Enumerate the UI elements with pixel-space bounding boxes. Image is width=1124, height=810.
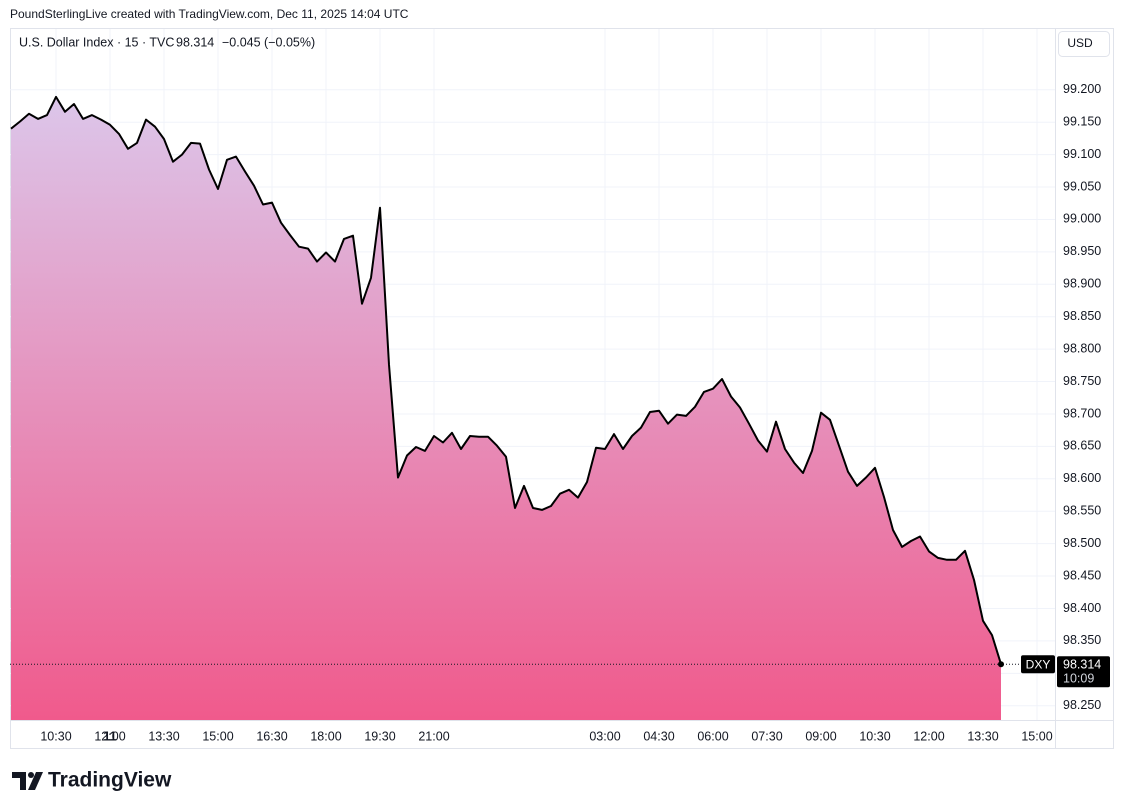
chart-frame <box>10 28 1114 749</box>
currency-button[interactable] <box>1058 31 1110 57</box>
x-tick-label: 21:00 <box>418 729 449 743</box>
y-tick-label: 98.800 <box>1063 341 1101 355</box>
y-tick-label: 98.750 <box>1063 374 1101 388</box>
y-tick-label: 99.100 <box>1063 147 1101 161</box>
x-tick-label: 12:00 <box>913 729 944 743</box>
logo-dot <box>28 772 34 778</box>
brand: TradingView <box>48 769 172 792</box>
y-tick-label: 98.950 <box>1063 244 1101 258</box>
y-tick-label: 98.900 <box>1063 277 1101 291</box>
area-fill <box>11 96 1001 720</box>
credit: PoundSterlingLive created with TradingVi… <box>10 7 409 21</box>
x-tick-label: 06:00 <box>697 729 728 743</box>
x-tick-label: 15:00 <box>1021 729 1052 743</box>
countdown: 10:09 <box>1063 672 1094 686</box>
plot <box>10 95 1055 720</box>
y-tick-label: 98.450 <box>1063 568 1101 582</box>
x-tick-label: 03:00 <box>589 729 620 743</box>
x-tick-label: 15:00 <box>202 729 233 743</box>
y-tick-label: 98.550 <box>1063 504 1101 518</box>
legend-change: −0.045 (−0.05%) <box>222 35 315 49</box>
y-tick-label: 98.350 <box>1063 633 1101 647</box>
y-tick-label: 99.000 <box>1063 212 1101 226</box>
x-tick-label: 13:30 <box>148 729 179 743</box>
last-point <box>998 661 1004 668</box>
y-tick-label: 98.850 <box>1063 309 1101 323</box>
chart-title: U.S. Dollar Index · 15 · TVC <box>19 35 174 49</box>
x-tick-label: 12:00 <box>94 729 125 743</box>
y-tick-label: 99.050 <box>1063 179 1101 193</box>
x-tick-label: 13:30 <box>967 729 998 743</box>
x-tick-label: 10:30 <box>859 729 890 743</box>
axes: 98.25098.30098.35098.40098.45098.50098.5… <box>40 82 1110 743</box>
x-tick-label: 10:30 <box>40 729 71 743</box>
x-tick-label: 09:00 <box>805 729 836 743</box>
y-tick-label: 98.700 <box>1063 406 1101 420</box>
y-tick-label: 99.200 <box>1063 82 1101 96</box>
y-tick-label: 98.600 <box>1063 471 1101 485</box>
x-tick-label: 11 <box>103 729 116 743</box>
price-label: 98.314 <box>1063 658 1101 672</box>
y-tick-label: 98.650 <box>1063 439 1101 453</box>
price-line <box>10 95 1002 665</box>
currency[interactable]: USD <box>1067 36 1093 50</box>
symbol-label-box <box>1021 655 1055 674</box>
y-tick-label: 98.250 <box>1063 698 1101 712</box>
x-tick-label: 19:30 <box>364 729 395 743</box>
x-tick-label: 18:00 <box>310 729 341 743</box>
symbol-label: DXY <box>1026 657 1051 671</box>
x-tick-label: 07:30 <box>751 729 782 743</box>
logo-shape <box>12 772 26 790</box>
y-tick-label: 99.150 <box>1063 114 1101 128</box>
legend-price: 98.314 <box>176 35 214 49</box>
y-tick-label: 98.400 <box>1063 601 1101 615</box>
x-tick-label: 04:30 <box>643 729 674 743</box>
y-tick-label: 98.500 <box>1063 536 1101 550</box>
x-tick-label: 16:30 <box>256 729 287 743</box>
logo-shape <box>28 772 43 790</box>
brand-logo <box>12 772 43 790</box>
price-label-box <box>1057 656 1110 688</box>
